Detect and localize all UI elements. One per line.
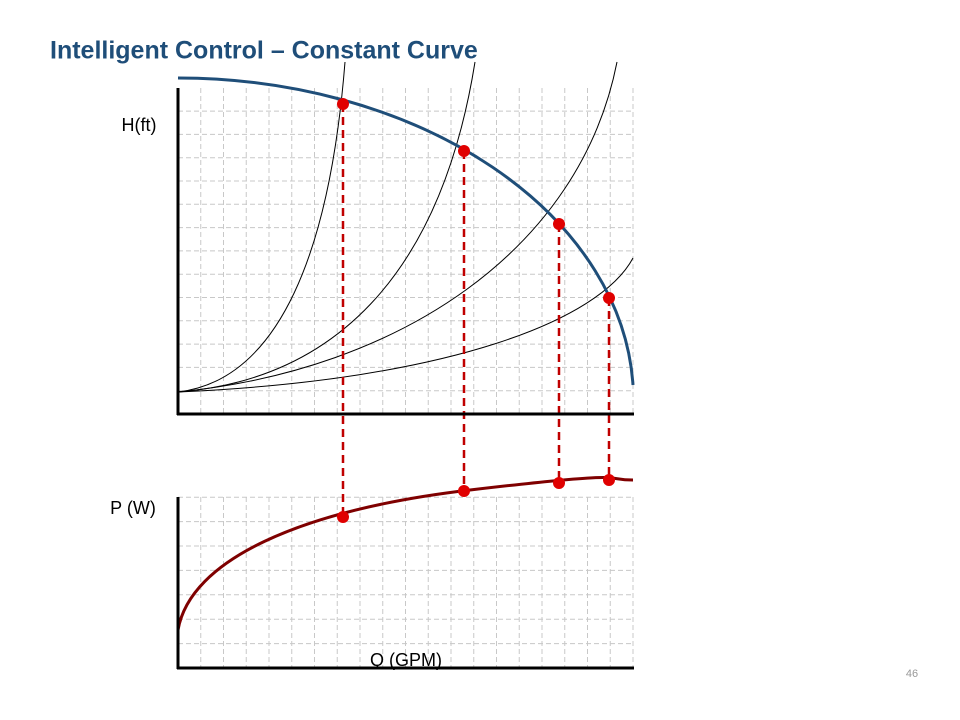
axis-label: Q (GPM) <box>370 650 442 670</box>
grid <box>178 88 634 414</box>
grid <box>178 496 634 668</box>
axis-label: P (W) <box>110 498 156 518</box>
system-curve <box>177 61 618 393</box>
operating-points <box>337 98 615 523</box>
point <box>337 98 349 110</box>
drop-lines <box>341 104 611 517</box>
point <box>458 485 470 497</box>
point <box>553 218 565 230</box>
axes <box>176 88 634 670</box>
point <box>603 292 615 304</box>
slide-title: Intelligent Control – Constant Curve <box>50 37 478 65</box>
point <box>337 511 349 523</box>
axis-label: H(ft) <box>122 115 157 135</box>
point <box>603 474 615 486</box>
pump-curve <box>177 76 635 386</box>
system-curve <box>177 61 346 393</box>
system-curves <box>177 61 634 393</box>
page-number: 46 <box>906 668 918 680</box>
point <box>553 477 565 489</box>
point <box>458 145 470 157</box>
system-curve <box>177 257 634 393</box>
